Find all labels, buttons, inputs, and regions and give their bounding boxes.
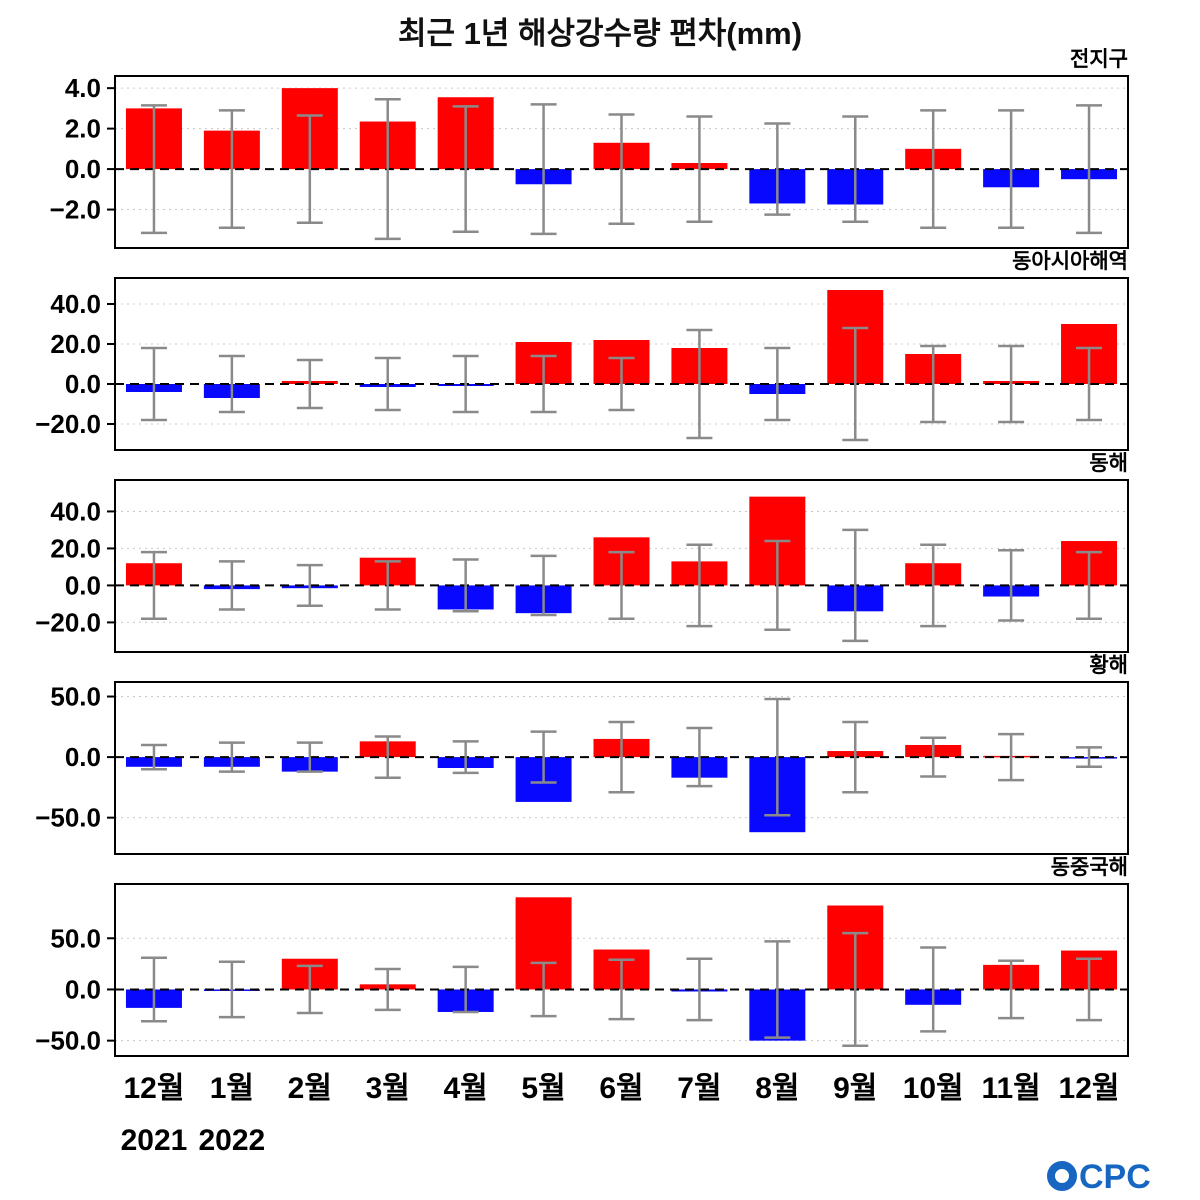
panel-border — [114, 479, 1129, 653]
y-tick-label: 0.0 — [65, 154, 101, 184]
y-tick-label: 0.0 — [65, 570, 101, 600]
panel-4: 동중국해 −50.0 0.0 50.0 — [0, 856, 1200, 1058]
y-tick-label: −20.0 — [35, 409, 101, 439]
y-tick-label: −20.0 — [35, 607, 101, 637]
month-label: 3월 — [366, 1072, 410, 1105]
ocpc-logo: CPC — [1047, 1158, 1151, 1196]
panels: 전지구 −2.0 0.0 2.0 4.0 동아시아해역 −20.0 0.0 20.0 40.0 동해… — [0, 48, 1200, 1058]
y-tick-label: 2.0 — [65, 114, 101, 144]
y-tick-label: −50.0 — [35, 803, 101, 833]
month-label: 6월 — [599, 1072, 643, 1105]
y-tick-label: 20.0 — [50, 329, 101, 359]
month-label: 9월 — [833, 1072, 877, 1105]
panel-label: 황해 — [1089, 654, 1128, 677]
month-label: 4월 — [444, 1072, 488, 1105]
y-tick-label: 0.0 — [65, 742, 101, 772]
x-axis-footer: 12월 1월 2월 3월 4월 5월 6월 7월 8월 9월 10월 11월 12월 2021 2022 CP… — [0, 1058, 1200, 1200]
panel-2: 동해 −20.0 0.0 20.0 40.0 — [0, 452, 1200, 654]
panel-border — [114, 883, 1129, 1057]
month-label: 12월 — [1059, 1072, 1120, 1105]
year-label: 2022 — [199, 1124, 266, 1157]
logo-text: CPC — [1079, 1158, 1151, 1196]
month-label: 7월 — [677, 1072, 721, 1105]
y-tick-label: 40.0 — [50, 289, 101, 319]
month-label: 10월 — [903, 1072, 964, 1105]
panel-border — [114, 681, 1129, 855]
panel-plot: −2.0 0.0 2.0 4.0 — [50, 74, 1129, 249]
panel-label: 동해 — [1089, 452, 1128, 475]
y-tick-label: 4.0 — [65, 74, 101, 103]
month-label: 8월 — [755, 1072, 799, 1105]
panel-3: 황해 −50.0 0.0 50.0 — [0, 654, 1200, 856]
month-label: 12월 — [123, 1072, 184, 1105]
footer-plot: 12월 1월 2월 3월 4월 5월 6월 7월 8월 9월 10월 11월 12월 2021 2022 CP… — [121, 1072, 1151, 1196]
chart-title: 최근 1년 해상강수량 편차(mm) — [397, 16, 803, 51]
y-tick-label: −50.0 — [35, 1026, 101, 1056]
panel-1: 동아시아해역 −20.0 0.0 20.0 40.0 — [0, 250, 1200, 452]
y-tick-label: 0.0 — [65, 369, 101, 399]
month-label: 1월 — [210, 1072, 254, 1105]
month-label: 2월 — [288, 1072, 332, 1105]
panel-plot: −20.0 0.0 20.0 40.0 — [35, 277, 1129, 451]
y-tick-label: 0.0 — [65, 974, 101, 1004]
panel-label: 동중국해 — [1050, 856, 1128, 879]
y-tick-label: 50.0 — [50, 682, 101, 712]
panel-border — [114, 277, 1129, 451]
logo-o-ring — [1047, 1161, 1077, 1191]
month-label: 5월 — [521, 1072, 565, 1105]
y-tick-label: −2.0 — [50, 195, 101, 225]
year-label: 2021 — [121, 1124, 188, 1157]
panel-label: 전지구 — [1070, 48, 1128, 71]
panel-plot: −20.0 0.0 20.0 40.0 — [35, 479, 1129, 653]
y-tick-label: 20.0 — [50, 533, 101, 563]
panel-label: 동아시아해역 — [1012, 250, 1128, 273]
month-label: 11월 — [981, 1072, 1040, 1105]
panel-plot: −50.0 0.0 50.0 — [35, 883, 1129, 1057]
panel-0: 전지구 −2.0 0.0 2.0 4.0 — [0, 48, 1200, 250]
panel-plot: −50.0 0.0 50.0 — [35, 681, 1129, 855]
y-tick-label: 40.0 — [50, 496, 101, 526]
y-tick-label: 50.0 — [50, 923, 101, 953]
panel-border — [114, 75, 1129, 249]
